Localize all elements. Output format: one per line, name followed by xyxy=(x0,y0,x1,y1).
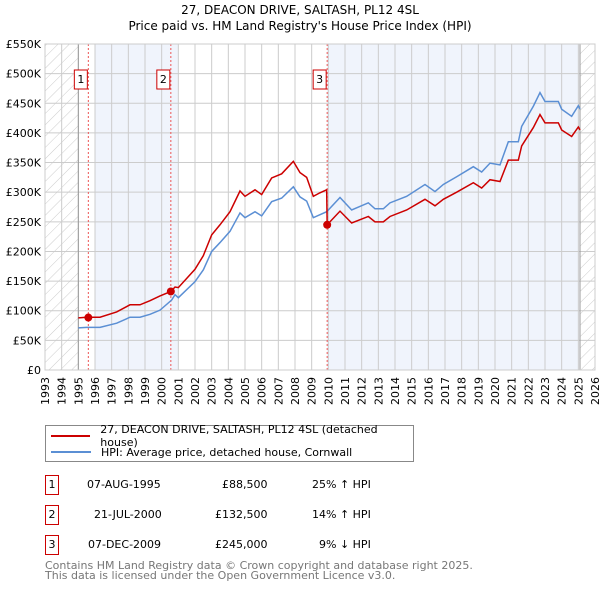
sale-date: 21-JUL-2000 xyxy=(94,508,162,521)
legend-item-property: 27, DEACON DRIVE, SALTASH, PL12 4SL (det… xyxy=(51,423,413,449)
x-tick-label: 2018 xyxy=(456,377,469,405)
legend-label: HPI: Average price, detached house, Corn… xyxy=(101,445,353,459)
sale-hpi-diff: 9% ↓ HPI xyxy=(319,538,371,551)
x-tick-label: 2021 xyxy=(506,377,519,405)
x-tick-label: 2026 xyxy=(589,377,600,405)
y-tick-label: £350K xyxy=(6,157,42,170)
chart-title: 27, DEACON DRIVE, SALTASH, PL12 4SL xyxy=(181,3,419,17)
x-tick-label: 2024 xyxy=(556,377,569,405)
x-tick-label: 2010 xyxy=(322,377,335,405)
hatched-band xyxy=(580,44,595,370)
price-chart: 1993 1994 1995 1996 1997 1998 1999 2000 2001 2002… xyxy=(6,38,600,405)
y-tick-label: £550K xyxy=(6,38,42,51)
y-tick-label: £400K xyxy=(6,127,42,140)
sale-marker-badge: 3 xyxy=(45,535,59,555)
x-tick-label: 2014 xyxy=(389,377,402,405)
price-paid-line xyxy=(78,112,581,319)
x-tick-label: 2022 xyxy=(522,377,535,405)
x-tick-label: 1994 xyxy=(56,377,69,405)
x-tick-label: 1993 xyxy=(39,377,52,405)
x-tick-label: 2025 xyxy=(572,377,585,405)
sale-point xyxy=(166,287,175,296)
x-tick-label: 2004 xyxy=(222,377,235,405)
x-tick-label: 2016 xyxy=(422,377,435,405)
y-tick-label: £450K xyxy=(6,97,42,110)
footer-licence: This data is licensed under the Open Gov… xyxy=(45,569,396,582)
x-tick-label: 2003 xyxy=(206,377,219,405)
sale-point xyxy=(84,313,93,322)
x-tick-label: 2017 xyxy=(439,377,452,405)
x-tick-label: 2013 xyxy=(372,377,385,405)
x-tick-label: 2002 xyxy=(189,377,202,405)
x-tick-label: 2012 xyxy=(356,377,369,405)
y-tick-label: £150K xyxy=(6,275,42,288)
sale-marker-box xyxy=(156,69,171,90)
x-tick-label: 2009 xyxy=(306,377,319,405)
x-tick-label: 2023 xyxy=(539,377,552,405)
chart-subtitle: Price paid vs. HM Land Registry's House … xyxy=(128,19,472,33)
table-row: 2 21-JUL-2000 £132,500 14% ↑ HPI xyxy=(45,505,445,525)
legend-label: 27, DEACON DRIVE, SALTASH, PL12 4SL (det… xyxy=(100,423,378,449)
sale-marker-box xyxy=(312,69,327,90)
sale-price: £245,000 xyxy=(215,538,268,551)
y-tick-label: £500K xyxy=(6,68,42,81)
legend-item-hpi: HPI: Average price, detached house, Corn… xyxy=(51,444,352,460)
sale-marker-badge: 2 xyxy=(45,505,59,525)
x-tick-label: 2015 xyxy=(406,377,419,405)
x-tick-label: 1995 xyxy=(72,377,85,405)
table-row: 3 07-DEC-2009 £245,000 9% ↓ HPI xyxy=(45,535,445,555)
sale-point xyxy=(323,220,332,229)
legend-swatch-blue xyxy=(51,451,91,453)
sale-marker-badge: 1 xyxy=(45,475,59,495)
y-tick-label: £250K xyxy=(6,216,42,229)
x-tick-label: 1997 xyxy=(106,377,119,405)
sale-marker-box xyxy=(73,69,88,90)
y-tick-label: £50K xyxy=(13,334,42,347)
hpi-line xyxy=(78,90,581,329)
shaded-band xyxy=(95,44,179,370)
x-tick-label: 2020 xyxy=(489,377,502,405)
legend-swatch-red xyxy=(51,435,91,437)
x-tick-label: 2019 xyxy=(472,377,485,405)
sale-date: 07-DEC-2009 xyxy=(88,538,162,551)
y-tick-label: £100K xyxy=(6,305,42,318)
footer-copyright: Contains HM Land Registry data © Crown c… xyxy=(45,559,473,572)
sale-marker-label: 3 xyxy=(316,73,323,86)
sale-hpi-diff: 25% ↑ HPI xyxy=(312,478,371,491)
x-tick-label: 2011 xyxy=(339,377,352,405)
plot-border xyxy=(44,43,596,371)
sale-price: £88,500 xyxy=(222,478,268,491)
legend: 27, DEACON DRIVE, SALTASH, PL12 4SL (det… xyxy=(45,423,414,462)
x-tick-label: 2000 xyxy=(156,377,169,405)
x-tick-label: 2007 xyxy=(272,377,285,405)
table-row: 1 07-AUG-1995 £88,500 25% ↑ HPI xyxy=(45,475,445,495)
x-tick-label: 1996 xyxy=(89,377,102,405)
sale-date: 07-AUG-1995 xyxy=(87,478,161,491)
y-tick-label: £200K xyxy=(6,245,42,258)
x-tick-label: 2001 xyxy=(172,377,185,405)
x-tick-label: 2008 xyxy=(289,377,302,405)
x-tick-label: 1998 xyxy=(122,377,135,405)
sale-marker-label: 2 xyxy=(160,73,167,86)
sale-price: £132,500 xyxy=(215,508,268,521)
x-tick-label: 1999 xyxy=(139,377,152,405)
x-tick-label: 2005 xyxy=(239,377,252,405)
sale-marker-label: 1 xyxy=(77,73,84,86)
y-tick-label: £300K xyxy=(6,186,42,199)
sale-hpi-diff: 14% ↑ HPI xyxy=(312,508,371,521)
y-tick-label: £0 xyxy=(27,364,41,377)
shaded-band xyxy=(327,44,580,370)
x-tick-label: 2006 xyxy=(256,377,269,405)
